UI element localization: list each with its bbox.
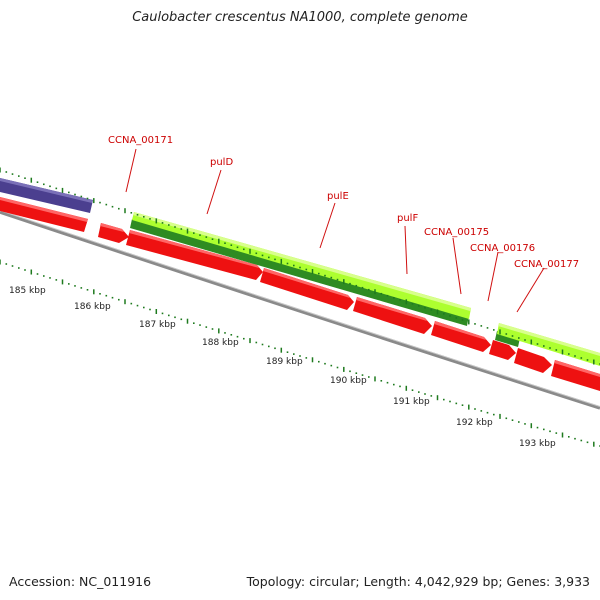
gene-label-puld: pulD: [210, 157, 233, 168]
forward-cds-pulD-dark: [130, 219, 469, 326]
reverse-cds-4: [260, 268, 354, 310]
reverse-cds-4-shade: [263, 268, 350, 298]
feature-upstream-shade: [0, 178, 93, 203]
leader-pule: [319, 202, 336, 249]
sequence-backbone: [0, 210, 600, 410]
scale-label-190: 190 kbp: [330, 376, 367, 386]
genome-summary-text: Topology: circular; Length: 4,042,929 bp…: [246, 574, 590, 589]
reverse-cds-7: [489, 340, 516, 360]
scale-label-186: 186 kbp: [74, 302, 111, 312]
reverse-cds-5: [353, 297, 432, 334]
upper-tick-track: [0, 167, 600, 365]
gene-label-ccna00176: CCNA_00176: [470, 243, 535, 254]
map-title: Caulobacter crescentus NA1000, complete …: [132, 10, 468, 25]
label-leaders: [125, 148, 545, 313]
leader-ccna00171: [125, 148, 137, 193]
scale-label-191: 191 kbp: [393, 397, 430, 407]
leader-ccna00177: [516, 267, 545, 313]
gene-label-ccna00177: CCNA_00177: [514, 259, 579, 270]
reverse-cds-1-shade: [0, 197, 88, 222]
gene-label-pulf: pulF: [397, 213, 418, 224]
reverse-cds-1: [0, 197, 88, 232]
gene-label-ccna00171: CCNA_00171: [108, 135, 173, 146]
scale-label-192: 192 kbp: [456, 418, 493, 428]
reverse-cds-9-shade: [554, 360, 600, 377]
reverse-cds-3-shade: [129, 230, 259, 268]
sequence-backbone-highlight: [0, 210, 600, 407]
leader-ccna00175: [452, 237, 462, 295]
gene-label-pule: pulE: [327, 191, 349, 202]
scale-tick-track: [0, 259, 600, 447]
reverse-cds-9: [551, 360, 600, 391]
forward-cds-pulD-shade: [133, 212, 471, 311]
reverse-cds-3: [126, 230, 263, 280]
reverse-cds-5-shade: [356, 297, 427, 321]
scale-labels: 185 kbp 186 kbp 187 kbp 188 kbp 189 kbp …: [9, 286, 556, 449]
leader-ccna00176: [487, 251, 499, 302]
reverse-cds-6: [431, 321, 491, 352]
reverse-cds-track: [0, 197, 600, 391]
scale-label-185: 185 kbp: [9, 286, 46, 296]
reverse-cds-8: [514, 348, 552, 373]
reverse-cds-2-shade: [100, 223, 124, 232]
feature-upstream: [0, 178, 93, 213]
gene-labels: CCNA_00171 pulD pulE pulF CCNA_00175 CCN…: [108, 135, 579, 270]
scale-label-189: 189 kbp: [266, 357, 303, 367]
scale-label-187: 187 kbp: [139, 320, 176, 330]
leader-pulf: [404, 225, 408, 275]
gene-label-ccna00175: CCNA_00175: [424, 227, 489, 238]
scale-label-193: 193 kbp: [519, 439, 556, 449]
forward-cds-track: [130, 212, 600, 366]
scale-label-188: 188 kbp: [202, 338, 239, 348]
reverse-cds-6-shade: [434, 321, 486, 340]
reverse-cds-2: [98, 223, 129, 243]
leader-puld: [206, 169, 222, 215]
accession-text: Accession: NC_011916: [9, 574, 152, 589]
forward-cds-ccna00177-shade: [498, 323, 600, 356]
